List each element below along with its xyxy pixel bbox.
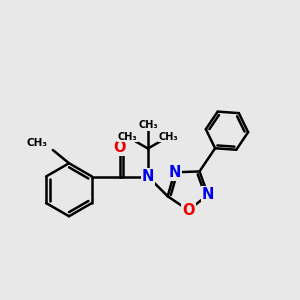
Text: CH₃: CH₃ [159, 132, 178, 142]
Text: N: N [168, 165, 181, 180]
Text: O: O [114, 140, 126, 155]
Text: CH₃: CH₃ [118, 132, 137, 142]
Text: CH₃: CH₃ [138, 120, 158, 130]
Text: O: O [182, 203, 195, 218]
Text: N: N [202, 188, 214, 202]
Text: CH₃: CH₃ [26, 138, 47, 148]
Text: N: N [142, 169, 154, 184]
